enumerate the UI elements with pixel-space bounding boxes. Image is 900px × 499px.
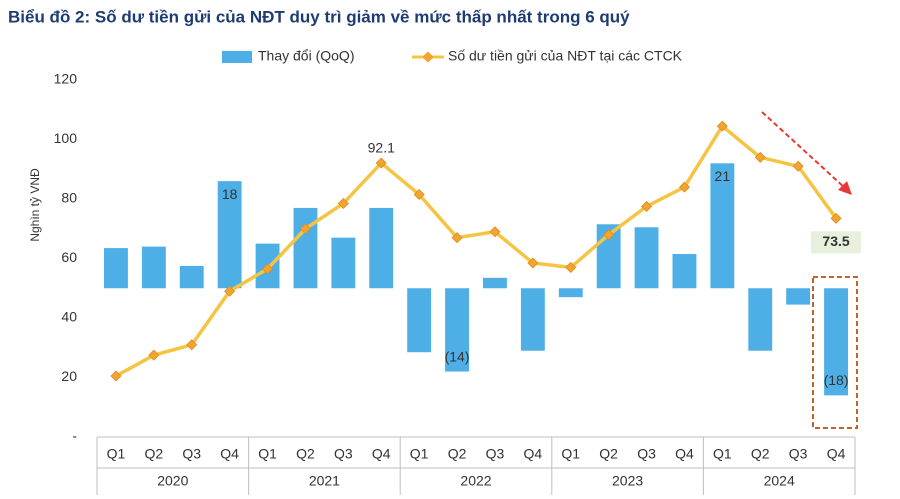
- label-background: [811, 231, 862, 254]
- bar: [293, 207, 318, 289]
- x-tick-label: Q1: [107, 446, 126, 462]
- marker: [224, 285, 236, 297]
- y-tick-label: 60: [61, 249, 77, 265]
- legend-marker: [422, 51, 434, 63]
- x-tick-label: Q4: [675, 446, 694, 462]
- bar: [104, 248, 128, 289]
- marker: [565, 261, 577, 273]
- legend-label: Thay đổi (QoQ): [258, 48, 354, 64]
- bar: [217, 181, 242, 289]
- marker: [792, 160, 804, 172]
- y-axis-label: Nghìn tỷ VNĐ: [28, 168, 42, 242]
- x-tick-label: Q1: [713, 446, 732, 462]
- x-tick-label: Q4: [372, 446, 391, 462]
- highlight-box: [812, 276, 858, 429]
- x-tick-label: Q4: [524, 446, 543, 462]
- group-label: 2022: [460, 473, 491, 489]
- x-tick-label: Q3: [182, 446, 201, 462]
- marker: [299, 223, 311, 235]
- x-tick-label: Q2: [145, 446, 164, 462]
- line-value-label: 92.1: [368, 140, 395, 156]
- x-tick-label: Q1: [410, 446, 429, 462]
- marker: [337, 197, 349, 209]
- marker: [148, 349, 160, 361]
- bar: [483, 277, 507, 289]
- bar: [786, 288, 811, 305]
- bar: [710, 163, 735, 289]
- bar-value-label: 18: [222, 186, 238, 202]
- marker: [413, 189, 425, 201]
- bar-value-label: (18): [824, 372, 849, 388]
- trend-arrow: [761, 111, 846, 189]
- marker: [262, 263, 274, 275]
- marker: [186, 339, 198, 351]
- legend-swatch: [222, 51, 252, 63]
- group-label: 2024: [764, 473, 795, 489]
- x-tick-label: Q3: [334, 446, 353, 462]
- arrow-head: [838, 181, 852, 195]
- marker: [489, 226, 501, 238]
- x-tick-label: Q4: [220, 446, 239, 462]
- x-tick-label: Q4: [827, 446, 846, 462]
- marker: [754, 151, 766, 163]
- marker: [527, 257, 539, 269]
- y-tick-label: 20: [61, 368, 77, 384]
- line: [115, 123, 838, 378]
- bar: [520, 288, 545, 351]
- x-tick-label: Q3: [486, 446, 505, 462]
- bar-value-label: 21: [715, 168, 731, 184]
- x-tick-label: Q3: [789, 446, 808, 462]
- y-tick-label: 120: [54, 71, 78, 87]
- x-tick-label: Q1: [258, 446, 277, 462]
- x-tick-label: Q1: [561, 446, 580, 462]
- y-tick-label: 40: [61, 309, 77, 325]
- bar: [407, 288, 432, 353]
- bar: [634, 227, 659, 289]
- marker: [451, 232, 463, 244]
- bar: [141, 246, 166, 289]
- bar: [748, 288, 773, 351]
- y-tick-label: -: [72, 428, 77, 444]
- legend-label: Số dư tiền gửi của NĐT tại các CTCK: [448, 48, 683, 64]
- x-tick-label: Q3: [637, 446, 656, 462]
- marker: [678, 181, 690, 193]
- group-label: 2020: [157, 473, 188, 489]
- group-label: 2023: [612, 473, 643, 489]
- bar: [369, 207, 394, 289]
- x-tick-label: Q2: [751, 446, 770, 462]
- marker: [716, 120, 728, 132]
- chart-title: Biểu đồ 2: Số dư tiền gửi của NĐT duy tr…: [8, 7, 630, 26]
- marker: [603, 229, 615, 241]
- bar: [445, 288, 469, 372]
- y-tick-label: 80: [61, 190, 77, 206]
- marker: [110, 370, 122, 382]
- marker: [375, 157, 387, 169]
- x-tick-label: Q2: [296, 446, 315, 462]
- bar-value-label: (14): [445, 348, 470, 364]
- group-label: 2021: [309, 473, 340, 489]
- bar: [824, 288, 848, 396]
- plot: [104, 163, 848, 396]
- bar: [672, 254, 697, 289]
- bar: [558, 288, 583, 298]
- marker: [830, 212, 842, 224]
- line-value-label: 73.5: [822, 233, 849, 249]
- bar: [179, 265, 204, 289]
- x-tick-label: Q2: [448, 446, 467, 462]
- marker: [641, 200, 653, 212]
- y-tick-label: 100: [54, 130, 78, 146]
- x-tick-label: Q2: [599, 446, 618, 462]
- bar: [331, 237, 356, 289]
